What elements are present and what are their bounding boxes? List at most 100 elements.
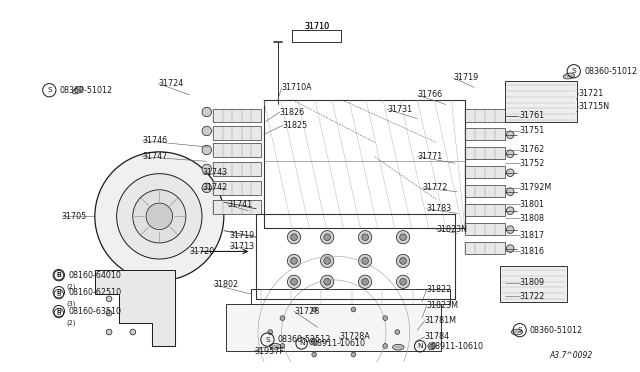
Circle shape bbox=[202, 107, 211, 117]
Text: 08160-63510: 08160-63510 bbox=[68, 307, 122, 316]
Bar bbox=[213, 200, 261, 214]
Circle shape bbox=[351, 352, 356, 357]
Circle shape bbox=[506, 150, 514, 158]
Circle shape bbox=[400, 257, 406, 264]
Text: 31715N: 31715N bbox=[579, 102, 610, 111]
Text: 31705: 31705 bbox=[61, 212, 87, 221]
Circle shape bbox=[358, 231, 372, 244]
Circle shape bbox=[321, 275, 334, 288]
Text: 31746: 31746 bbox=[142, 136, 168, 145]
Text: 31722: 31722 bbox=[520, 292, 545, 301]
Circle shape bbox=[506, 226, 514, 233]
Text: 31719: 31719 bbox=[453, 73, 479, 82]
Text: 31808: 31808 bbox=[520, 214, 545, 223]
Circle shape bbox=[130, 282, 136, 288]
Text: 31719: 31719 bbox=[230, 231, 255, 240]
Ellipse shape bbox=[392, 344, 404, 350]
Circle shape bbox=[324, 279, 330, 285]
Circle shape bbox=[358, 254, 372, 267]
Bar bbox=[465, 204, 504, 217]
Text: 08360-51012: 08360-51012 bbox=[60, 86, 113, 95]
Circle shape bbox=[506, 245, 514, 252]
Bar bbox=[465, 109, 504, 122]
Text: A3.7^0092: A3.7^0092 bbox=[550, 351, 593, 360]
Text: 08360-51012: 08360-51012 bbox=[584, 67, 637, 76]
Circle shape bbox=[268, 330, 273, 334]
Circle shape bbox=[351, 307, 356, 312]
Bar bbox=[465, 128, 504, 141]
Ellipse shape bbox=[511, 329, 522, 335]
Text: 31761: 31761 bbox=[520, 111, 545, 120]
Circle shape bbox=[146, 203, 173, 230]
Text: 31826: 31826 bbox=[280, 108, 305, 116]
Text: 08360-51012: 08360-51012 bbox=[529, 326, 582, 335]
Circle shape bbox=[280, 316, 285, 321]
Circle shape bbox=[311, 340, 315, 343]
Text: B: B bbox=[56, 289, 61, 295]
Circle shape bbox=[106, 329, 112, 335]
Circle shape bbox=[280, 344, 285, 348]
Text: 31752: 31752 bbox=[520, 159, 545, 168]
Bar bbox=[465, 223, 504, 235]
Text: B: B bbox=[56, 310, 61, 316]
Ellipse shape bbox=[563, 73, 575, 79]
Text: 31783: 31783 bbox=[427, 204, 452, 213]
Circle shape bbox=[383, 316, 388, 321]
Text: 31781M: 31781M bbox=[425, 316, 457, 325]
Text: N: N bbox=[417, 343, 423, 349]
Text: (3): (3) bbox=[67, 300, 76, 307]
Text: 31792M: 31792M bbox=[520, 183, 552, 192]
Bar bbox=[465, 185, 504, 198]
Bar bbox=[213, 126, 261, 140]
Text: 31731: 31731 bbox=[387, 105, 412, 114]
Circle shape bbox=[358, 275, 372, 288]
Bar bbox=[500, 266, 567, 302]
Circle shape bbox=[400, 234, 406, 241]
Circle shape bbox=[395, 330, 400, 334]
Circle shape bbox=[506, 169, 514, 177]
Circle shape bbox=[202, 183, 211, 193]
Circle shape bbox=[287, 275, 301, 288]
Polygon shape bbox=[428, 343, 435, 350]
Circle shape bbox=[506, 131, 514, 139]
Circle shape bbox=[312, 307, 317, 312]
Text: 31742: 31742 bbox=[202, 183, 227, 192]
Text: 31728: 31728 bbox=[294, 307, 319, 316]
Text: 31751: 31751 bbox=[520, 126, 545, 135]
Text: 31823M: 31823M bbox=[427, 301, 459, 310]
Text: 31772: 31772 bbox=[422, 183, 447, 192]
Circle shape bbox=[362, 279, 369, 285]
Bar bbox=[213, 181, 261, 195]
Text: 31724: 31724 bbox=[158, 79, 184, 88]
Text: 31825: 31825 bbox=[283, 121, 308, 130]
Text: 31721: 31721 bbox=[579, 89, 604, 97]
Text: 31771: 31771 bbox=[417, 152, 442, 161]
Circle shape bbox=[106, 296, 112, 302]
Circle shape bbox=[324, 257, 330, 264]
Text: 31713: 31713 bbox=[230, 242, 255, 251]
Bar bbox=[465, 147, 504, 160]
Text: B: B bbox=[56, 308, 61, 314]
Text: 31747: 31747 bbox=[142, 152, 168, 161]
Text: S: S bbox=[265, 337, 269, 343]
Circle shape bbox=[116, 174, 202, 259]
Text: 31957F: 31957F bbox=[254, 346, 284, 356]
Text: S: S bbox=[517, 327, 522, 333]
Text: 08160-62510: 08160-62510 bbox=[68, 288, 122, 297]
Text: 31710: 31710 bbox=[304, 22, 330, 31]
Circle shape bbox=[506, 207, 514, 214]
Text: 31822: 31822 bbox=[427, 285, 452, 294]
Circle shape bbox=[287, 254, 301, 267]
Text: 31816: 31816 bbox=[520, 247, 545, 256]
Circle shape bbox=[287, 231, 301, 244]
Bar bbox=[465, 242, 504, 254]
Text: 31710: 31710 bbox=[304, 22, 330, 31]
Circle shape bbox=[202, 164, 211, 174]
Text: 31741: 31741 bbox=[228, 201, 253, 209]
Text: 31802: 31802 bbox=[213, 280, 239, 289]
Text: B: B bbox=[56, 272, 61, 278]
Text: (2): (2) bbox=[67, 283, 76, 290]
Circle shape bbox=[396, 254, 410, 267]
Text: N: N bbox=[299, 340, 305, 346]
Circle shape bbox=[130, 296, 136, 302]
